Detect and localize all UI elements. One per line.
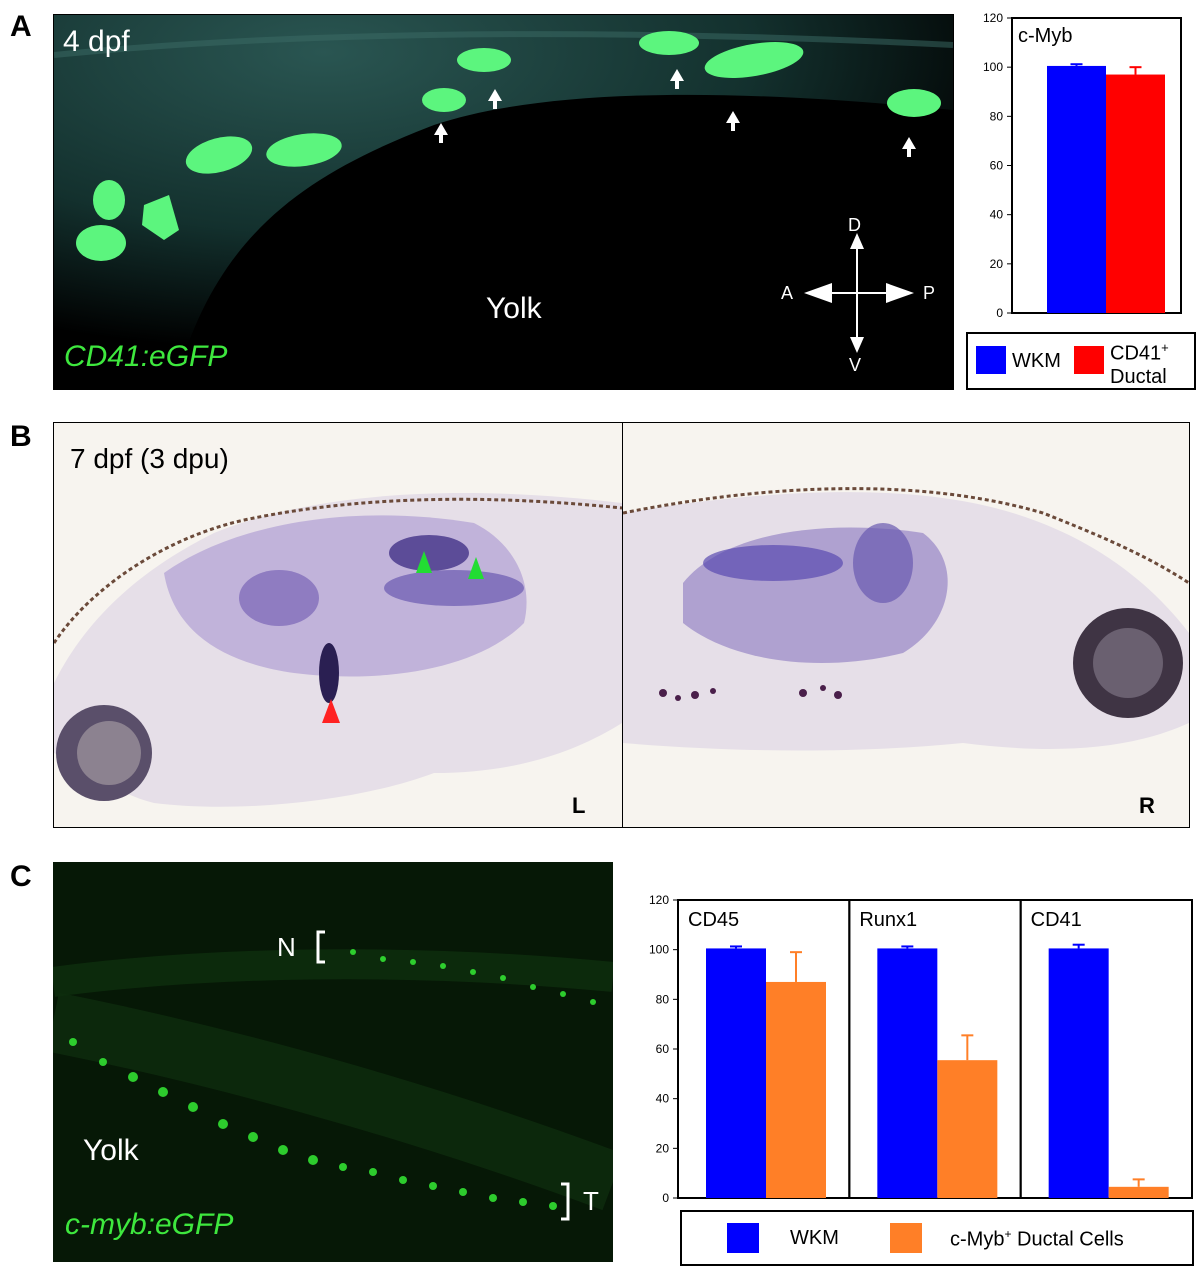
chart-c-ytick-label: 60 xyxy=(656,1042,670,1056)
t-label: T xyxy=(583,1186,599,1216)
panel-c-letter: C xyxy=(10,860,32,893)
chart-a-cmyb: 0 20 40 60 80 100 120 c-Myb xyxy=(983,11,1182,320)
green-arrowhead xyxy=(416,551,432,573)
chart-c-bar-cd45-wkm xyxy=(706,948,766,1198)
chart-c-bar-cd41-wkm xyxy=(1048,948,1109,1198)
chart-c-panel-title: CD41 xyxy=(1031,909,1082,931)
panel-b-left-image: 7 dpf (3 dpu) L xyxy=(53,422,623,828)
chart-a-ytick-label: 120 xyxy=(983,11,1003,25)
legend-c-wkm-label: WKM xyxy=(790,1227,839,1249)
legend-a-wkm-swatch xyxy=(976,346,1006,374)
axis-anterior-label: A xyxy=(781,283,794,303)
axis-dorsal-label: D xyxy=(848,215,861,235)
panel-b-right-image: R xyxy=(622,422,1190,828)
legend-a-wkm-label: WKM xyxy=(1012,350,1061,372)
gfp-embryo-graphic xyxy=(54,15,953,389)
chart-c-ytick-label: 100 xyxy=(649,943,669,957)
chart-c-bar-runx1-wkm xyxy=(877,948,938,1198)
in-situ-left-graphic xyxy=(54,493,622,807)
axis-ventral-label: V xyxy=(849,355,862,375)
cmyb-gfp-graphic xyxy=(53,930,613,1221)
stage-label-a: 4 dpf xyxy=(63,25,130,58)
notochord-bracket xyxy=(316,930,325,964)
right-side-label: R xyxy=(1139,793,1155,818)
chart-c-ytick-label: 0 xyxy=(662,1191,669,1205)
legend-c: WKM c-Myb+ Ductal Cells xyxy=(680,1210,1194,1266)
arrowhead-marker xyxy=(434,123,448,143)
chart-c-ytick-label: 80 xyxy=(656,992,670,1006)
yolk-label-a: Yolk xyxy=(486,292,542,325)
chart-a-ytick-label: 60 xyxy=(990,159,1004,173)
panel-a-fluorescence-image: 4 dpf Yolk CD41:eGFP D V A P xyxy=(53,14,954,390)
panel-b-letter: B xyxy=(10,420,32,453)
chart-a-ytick-label: 0 xyxy=(996,306,1003,320)
chart-c-ytick-label: 20 xyxy=(656,1141,670,1155)
legend-a: WKM CD41+ Ductal xyxy=(966,332,1196,390)
chart-a-ytick-label: 40 xyxy=(990,208,1004,222)
chart-c-bar-cd45-ductal xyxy=(766,981,826,1198)
left-side-label: L xyxy=(572,793,586,818)
chart-a-ytick-label: 80 xyxy=(990,109,1004,123)
legend-a-ductal-label: CD41+ Ductal xyxy=(1110,340,1169,388)
transgene-label-c: c-myb:eGFP xyxy=(65,1208,234,1241)
chart-c-ytick-label: 120 xyxy=(649,893,669,907)
legend-c-ductal-label: c-Myb+ Ductal Cells xyxy=(950,1227,1124,1251)
chart-c-markers: 0 20 40 60 80 100 120 CD45 Runx1 CD41 xyxy=(649,893,1193,1205)
transgene-label-a: CD41:eGFP xyxy=(64,340,228,373)
chart-c-panel-title: Runx1 xyxy=(859,909,917,931)
legend-c-wkm-swatch xyxy=(727,1223,759,1253)
chart-a-bar-ductal xyxy=(1106,74,1165,314)
trunk-bracket xyxy=(561,1182,570,1221)
chart-c-panel-title: CD45 xyxy=(688,909,739,931)
n-label: N xyxy=(277,932,296,962)
legend-a-ductal-swatch xyxy=(1074,346,1104,374)
panel-c-fluorescence-image: N T Yolk c-myb:eGFP xyxy=(53,862,613,1262)
in-situ-right-graphic xyxy=(623,487,1189,751)
chart-a-ytick-label: 100 xyxy=(983,60,1003,74)
yolk-label-c: Yolk xyxy=(83,1134,139,1167)
chart-c-bar-runx1-ductal xyxy=(937,1060,998,1198)
body-axes-compass xyxy=(804,233,914,353)
chart-c-ytick-label: 40 xyxy=(656,1092,670,1106)
red-arrowhead xyxy=(322,699,340,723)
stage-label-b: 7 dpf (3 dpu) xyxy=(70,443,229,474)
legend-c-ductal-swatch xyxy=(890,1223,922,1253)
chart-a-title: c-Myb xyxy=(1018,25,1072,47)
chart-a-bar-wkm xyxy=(1047,65,1106,313)
panel-a-letter: A xyxy=(10,10,32,43)
chart-c-bar-cd41-ductal xyxy=(1108,1186,1169,1198)
chart-a-ytick-label: 20 xyxy=(990,257,1004,271)
axis-posterior-label: P xyxy=(923,283,936,303)
